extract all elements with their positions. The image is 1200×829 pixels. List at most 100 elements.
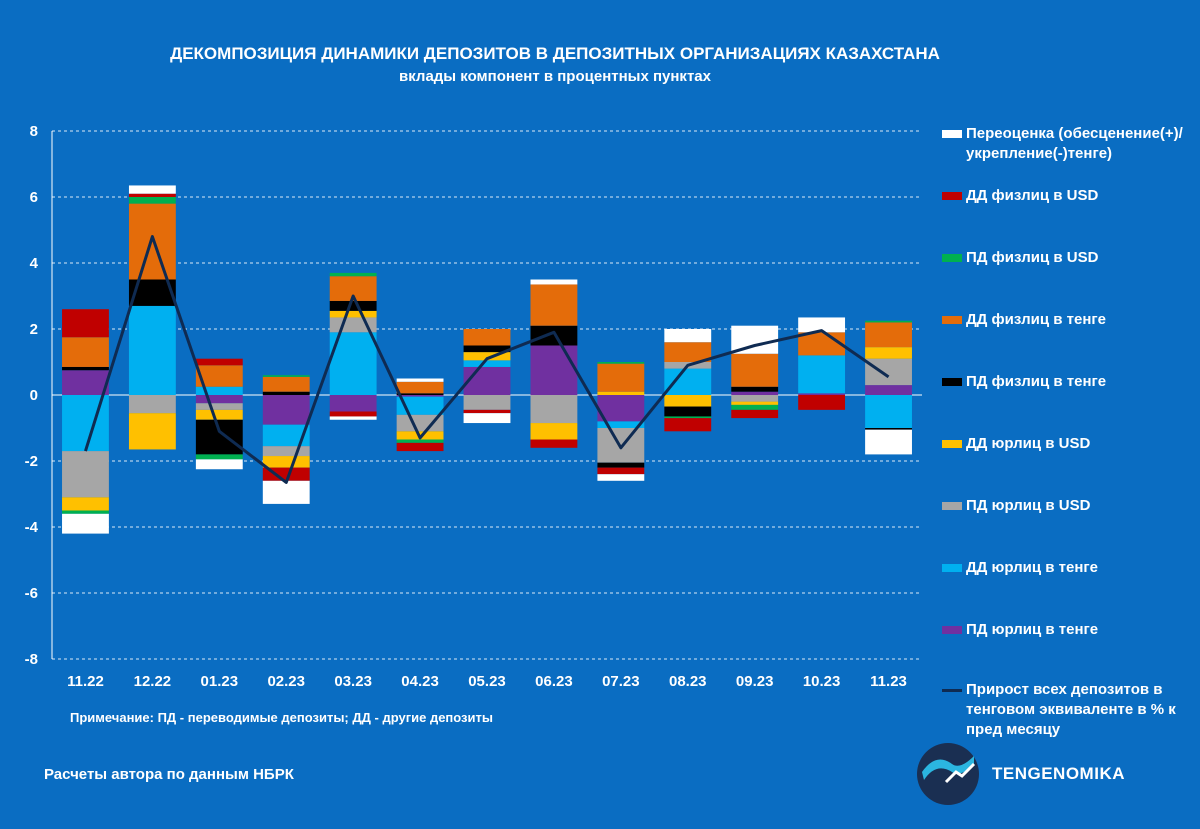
y-tick-label: -8: [25, 651, 38, 668]
legend-swatch: [942, 440, 962, 448]
bar-segment-04-23-s2: [396, 414, 444, 432]
bar-segment-07-23-s1: [597, 421, 645, 428]
legend-label: ДД юрлиц в USD: [966, 435, 1091, 452]
y-tick-label: -6: [25, 585, 38, 602]
bar-segment-02-23-s2: [262, 446, 310, 457]
legend-swatch: [942, 564, 962, 572]
legend-label: Прирост всех депозитов в тенговом эквива…: [966, 681, 1176, 738]
bar-segment-01-23-s8: [195, 459, 243, 470]
tengenomika-logo-icon: [917, 743, 979, 805]
bar-segment-02-23-s8: [262, 480, 310, 504]
bar-segment-09-23-s3: [731, 401, 779, 405]
bar-segment-12-22-s6: [128, 197, 176, 204]
bar-segment-05-23-s5: [463, 329, 511, 346]
x-tick-label: 01.23: [201, 673, 239, 690]
y-tick-label: 2: [30, 321, 38, 338]
bar-segment-06-23-s2: [530, 395, 578, 424]
bar-segment-11-22-s2: [62, 451, 109, 498]
bar-segment-11-23-s3: [865, 347, 912, 359]
legend-label: ПД физлиц в USD: [966, 249, 1099, 266]
x-tick-label: 08.23: [669, 673, 707, 690]
bar-segment-11-23-s4: [865, 428, 912, 430]
bar-segment-06-23-s7: [530, 439, 578, 448]
y-tick-label: 4: [30, 255, 39, 272]
bar-segment-09-23-s4: [731, 386, 779, 392]
y-tick-label: 8: [30, 123, 38, 140]
legend-label: ПД юрлиц в USD: [966, 497, 1091, 514]
chart-title: ДЕКОМПОЗИЦИЯ ДИНАМИКИ ДЕПОЗИТОВ В ДЕПОЗИ…: [170, 44, 940, 63]
bar-segment-11-22-s4: [62, 366, 109, 371]
bar-segment-03-23-s8: [329, 416, 377, 420]
bar-segment-03-23-s0: [329, 395, 377, 412]
bar-segment-02-23-s0: [262, 395, 310, 425]
bar-segment-07-23-s4: [597, 462, 645, 468]
brand-name: TENGENOMIKA: [992, 764, 1125, 783]
bar-segment-05-23-s8: [463, 413, 511, 424]
bar-segment-05-23-s0: [463, 366, 511, 395]
bar-segment-04-23-s5: [396, 381, 444, 394]
x-tick-label: 04.23: [401, 673, 439, 690]
x-tick-label: 06.23: [535, 673, 573, 690]
bar-segment-01-23-s7: [195, 358, 243, 366]
x-tick-label: 12.22: [134, 673, 172, 690]
bar-segment-01-23-s0: [195, 395, 243, 404]
legend-label: Переоценка (обесценение(+)/укрепление(-)…: [966, 125, 1183, 162]
x-tick-label: 03.23: [334, 673, 372, 690]
y-tick-label: 0: [30, 387, 38, 404]
bar-segment-12-22-s3: [128, 413, 176, 450]
bar-segment-08-23-s3: [664, 395, 712, 407]
bar-segment-08-23-s8: [664, 329, 712, 343]
bar-segment-08-23-s1: [664, 368, 712, 395]
bar-segment-05-23-s4: [463, 345, 511, 353]
bar-segment-04-23-s6: [396, 439, 444, 443]
x-tick-label: 02.23: [267, 673, 305, 690]
legend-swatch: [942, 130, 962, 138]
bar-segment-10-23-s7: [798, 395, 846, 410]
bar-segment-03-23-s3: [329, 310, 377, 318]
bar-segment-02-23-s4: [262, 391, 310, 395]
y-tick-label: -4: [25, 519, 39, 536]
deposit-growth-line: [84, 235, 890, 484]
legend-swatch: [942, 192, 962, 200]
legend-label: ДД физлиц в тенге: [966, 311, 1107, 328]
bar-segment-01-23-s3: [195, 409, 243, 420]
legend-label: ДД юрлиц в тенге: [966, 559, 1099, 576]
x-tick-label: 09.23: [736, 673, 774, 690]
bar-segment-11-23-s0: [865, 385, 912, 395]
bar-segment-02-23-s3: [262, 456, 310, 468]
bar-segment-07-23-s5: [597, 363, 645, 392]
bar-segment-04-23-s4: [396, 393, 444, 395]
bar-segment-09-23-s5: [731, 353, 779, 387]
bar-segment-10-23-s0: [798, 393, 846, 395]
bar-segment-04-23-s0: [396, 395, 444, 397]
bar-segment-03-23-s6: [329, 272, 377, 277]
bar-segment-01-23-s4: [195, 419, 243, 455]
legend-swatch: [942, 378, 962, 386]
bar-segment-03-23-s4: [329, 300, 377, 311]
bar-segment-12-22-s2: [128, 395, 176, 414]
legend-label: ПД физлиц в тенге: [966, 373, 1107, 390]
bar-segment-11-23-s2: [865, 358, 912, 386]
bar-segment-08-23-s7: [664, 418, 712, 432]
bar-segment-11-22-s6: [62, 510, 109, 514]
x-tick-label: 05.23: [468, 673, 506, 690]
bar-segment-12-22-s1: [128, 305, 176, 395]
bar-segment-12-22-s8: [128, 185, 176, 194]
bar-segment-10-23-s1: [798, 355, 846, 394]
bar-segment-07-23-s6: [597, 362, 645, 364]
bar-segment-05-23-s1: [463, 360, 511, 367]
bar-segment-02-23-s6: [262, 375, 310, 377]
bar-segment-09-23-s6: [731, 404, 779, 410]
bar-segment-11-22-s0: [62, 370, 109, 395]
bar-segment-11-22-s8: [62, 513, 109, 534]
bar-segment-04-23-s8: [396, 378, 444, 382]
bar-segment-06-23-s4: [530, 325, 578, 346]
source-note: Расчеты автора по данным НБРК: [44, 766, 294, 783]
bar-segment-06-23-s5: [530, 284, 578, 326]
x-tick-label: 07.23: [602, 673, 640, 690]
bar-segment-08-23-s4: [664, 406, 712, 417]
legend-label: ПД юрлиц в тенге: [966, 621, 1099, 638]
bar-segment-11-23-s5: [865, 322, 912, 348]
bar-segment-02-23-s1: [262, 424, 310, 447]
x-tick-label: 11.23: [870, 673, 907, 690]
